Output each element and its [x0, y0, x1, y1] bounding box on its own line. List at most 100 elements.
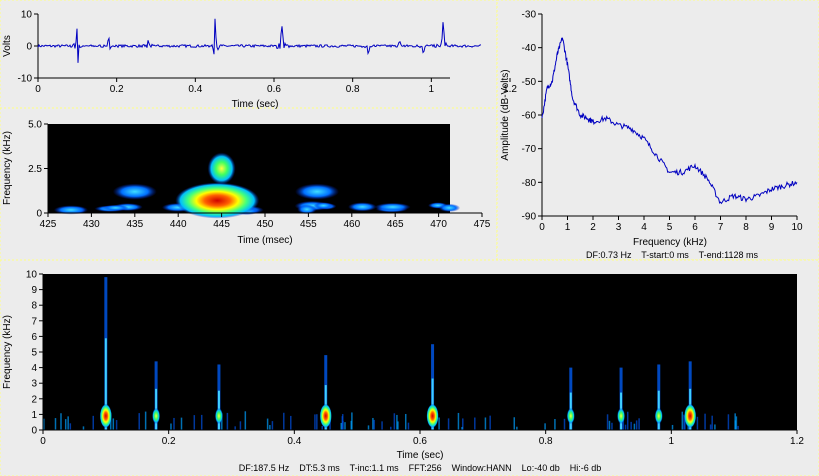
spectrogram-xtick-label: 0.2 [162, 436, 176, 447]
zoom-xtick-label: 435 [126, 219, 143, 230]
spectrogram-noise [381, 421, 383, 430]
zoom-noise [348, 202, 377, 212]
spectrogram-event [99, 277, 112, 430]
zoom-xtick-label: 475 [474, 219, 491, 230]
waveform-xtick-label: 0.6 [267, 84, 281, 95]
spectrogram-noise [630, 421, 632, 430]
zoom-noise [438, 203, 461, 212]
spectrogram-noise [709, 424, 712, 430]
spectrogram-noise [638, 418, 640, 430]
zoom-ytick-label: 2.5 [28, 164, 42, 175]
spectrogram-plot [43, 274, 797, 430]
spectrogram-event [566, 367, 575, 430]
spectrogram-xtick-label: 0 [40, 436, 46, 447]
waveform-ylabel: Volts [2, 35, 13, 57]
spectrum-ytick-label: -70 [522, 144, 537, 155]
event-hotspot [654, 407, 663, 424]
spectrum-xtick-label: 1 [565, 222, 571, 233]
spectrogram-ytick-label: 10 [26, 270, 38, 281]
zoom-ylabel: Frequency (kHz) [2, 131, 13, 205]
event-hotspot [426, 403, 439, 428]
waveform-xtick-label: 1.2 [503, 84, 517, 95]
event-hotspot [319, 403, 332, 428]
spectrogram-info: DF:187.5 Hz DT:5.3 ms T-inc:1.1 ms FFT:2… [239, 463, 601, 473]
waveform-ytick-label: 10 [21, 10, 33, 21]
spectrogram-noise [396, 414, 398, 430]
spectrogram-xtick-label: 1.2 [790, 436, 804, 447]
waveform-ytick-label: 0 [26, 42, 32, 53]
spectrum-xtick-label: 0 [539, 222, 545, 233]
spectrogram-noise [544, 423, 546, 430]
event-hotspot [684, 403, 697, 428]
spectrogram-noise [239, 421, 242, 430]
spectrogram-noise [283, 412, 285, 430]
zoom-spectrogram-chart: 5.0 2.5 0 425 430 435 440 445 450 455 460 465 470 47… [2, 120, 491, 247]
spectrogram-noise [393, 413, 396, 430]
spectrogram-noise [727, 414, 730, 430]
spectrum-ylabel: Amplitude (dB-Volts) [500, 69, 511, 160]
zoom-noise [374, 202, 411, 212]
waveform-xtick-label: 0.2 [110, 84, 124, 95]
spectrogram-noise [407, 422, 410, 430]
event-hotspot [214, 407, 223, 424]
spectrogram-noise [635, 420, 638, 430]
spectrogram-noise [234, 426, 236, 430]
spectrogram-noise [714, 424, 716, 430]
spectrogram-event [684, 361, 697, 430]
spectrogram-noise [60, 413, 62, 430]
spectrogram-noise [221, 413, 223, 430]
spectrogram-noise [64, 419, 67, 430]
waveform-xtick-label: 0.4 [188, 84, 202, 95]
spectrogram-noise [314, 414, 316, 430]
spectrogram-noise [316, 414, 318, 430]
spectrum-xtick-label: 4 [641, 222, 647, 233]
spectrogram-noise [43, 418, 45, 430]
spectrogram-noise [734, 420, 737, 430]
waveform-ytick-label: -10 [18, 74, 33, 85]
spectrogram-event [319, 355, 332, 430]
spectrum-xtick-label: 2 [590, 222, 596, 233]
waveform-xlabel: Time (sec) [232, 99, 279, 110]
spectrogram-noise [173, 417, 175, 430]
spectrogram-ytick-label: 5 [31, 348, 37, 359]
zoom-noise [53, 205, 89, 215]
zoom-xlabel: Time (msec) [237, 235, 292, 246]
zoom-xtick-label: 470 [430, 219, 447, 230]
spectrogram-noise [447, 418, 450, 430]
spectrum-ytick-label: -50 [522, 77, 537, 88]
spectrum-info: DF:0.73 Hz T-start:0 ms T-end:1128 ms [586, 250, 759, 260]
spectrogram-noise [624, 424, 627, 430]
waveform-xtick-label: 0.8 [346, 84, 360, 95]
spectrogram-ylabel: Frequency (kHz) [2, 315, 13, 389]
spectrogram-noise [611, 422, 613, 430]
spectrogram-noise [350, 420, 352, 430]
spectrogram-noise [112, 418, 115, 430]
spectrum-xtick-label: 5 [667, 222, 673, 233]
spectrum-trace [541, 37, 798, 205]
spectrogram-noise [67, 416, 69, 430]
spectrogram-event [654, 364, 663, 430]
spectrogram-noise [92, 415, 94, 430]
spectrogram-noise [462, 418, 464, 430]
spectrogram-noise [606, 414, 609, 430]
zoom-xtick-label: 445 [213, 219, 230, 230]
spectrogram-noise [457, 412, 460, 430]
waveform-xtick-label: 1 [429, 84, 435, 95]
spectrogram-noise [404, 413, 407, 430]
waveform-panel [0, 0, 498, 109]
spectrogram-ytick-label: 9 [31, 285, 37, 296]
spectrogram-noise [321, 426, 323, 430]
spectrogram-noise [180, 417, 183, 430]
spectrum-chart: -30 -40 -50 -60 -70 -80 -90 0 1 2 3 4 5 6 7 8 9 10 Ampli… [500, 10, 803, 261]
spectrogram-noise [683, 414, 685, 430]
spectrogram-noise [244, 411, 247, 430]
spectrogram-event [152, 361, 161, 430]
spectrogram-noise [144, 411, 147, 430]
spectrogram-ytick-label: 0 [31, 426, 37, 437]
spectrogram-noise [138, 413, 140, 430]
spectrogram-noise [489, 415, 491, 430]
spectrogram-noise [269, 425, 271, 430]
spectrogram-noise [696, 416, 699, 430]
